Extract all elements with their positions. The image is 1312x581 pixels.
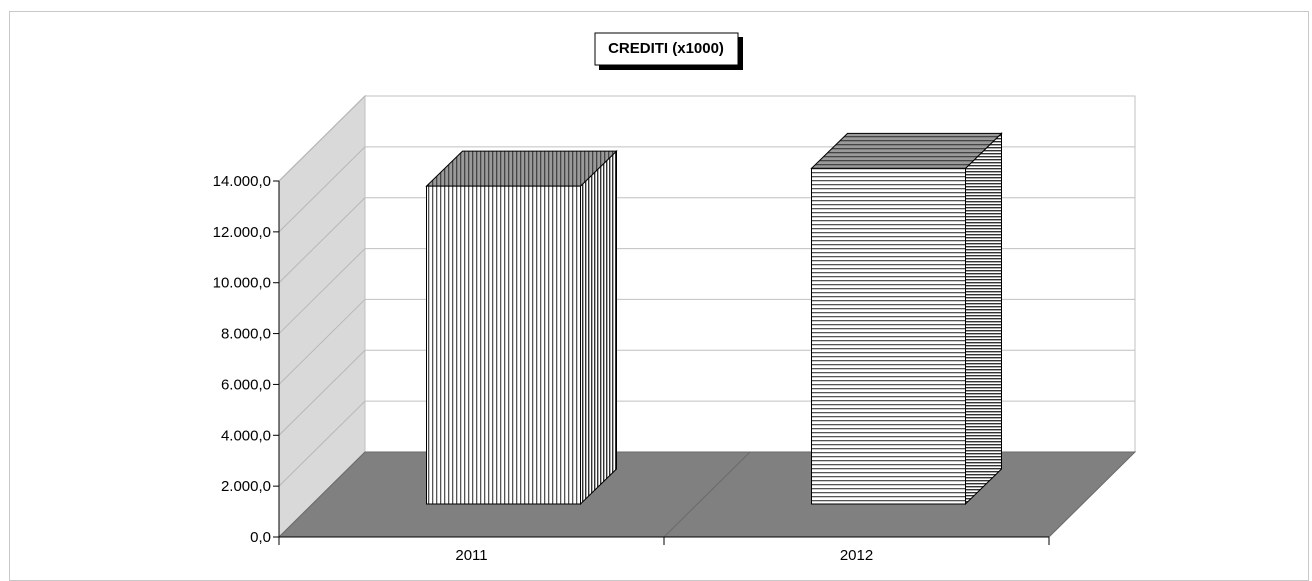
y-axis-ticks: 0,0 2.000,0 4.000,0 6.000,0 8.000,0 10.000,0 1… (213, 173, 280, 546)
chart-walls (277, 94, 1137, 539)
gridline-side (278, 248, 366, 334)
gridline-side (278, 400, 366, 487)
y-tick-label: 10.000,0 (213, 275, 271, 292)
bar-front-face (426, 185, 581, 505)
x-axis-ticks: 2011 2012 (278, 536, 1050, 564)
y-tick-label: 2.000,0 (221, 478, 271, 495)
gridline-side (278, 197, 366, 284)
chart-title: CREDITI (x1000) (608, 40, 724, 57)
x-tick-label: 2012 (840, 547, 873, 564)
gridline-side (278, 349, 366, 436)
bar-2012 (810, 132, 1003, 506)
bar-front-face (811, 167, 966, 505)
gridline-side (278, 299, 366, 385)
bars (425, 132, 1003, 506)
y-tick-label: 4.000,0 (221, 427, 271, 444)
gridline-side (278, 95, 366, 182)
bar-side-face (580, 149, 617, 506)
y-tick-label: 6.000,0 (221, 376, 271, 393)
chart-title-box: CREDITI (x1000) (594, 32, 743, 70)
x-tick-label: 2011 (455, 547, 487, 564)
gridline-side (278, 146, 366, 233)
bar-side-face (965, 132, 1002, 506)
y-tick-label: 0,0 (250, 529, 271, 546)
bar-2011 (425, 149, 618, 506)
y-tick-label: 12.000,0 (213, 224, 271, 241)
bar-chart-3d: CREDITI (x1000) 0,0 2.000,0 4.000,0 6.000,0… (213, 32, 1137, 564)
floor-divider (663, 451, 751, 538)
y-tick-label: 14.000,0 (213, 173, 271, 190)
y-tick-label: 8.000,0 (221, 326, 271, 343)
